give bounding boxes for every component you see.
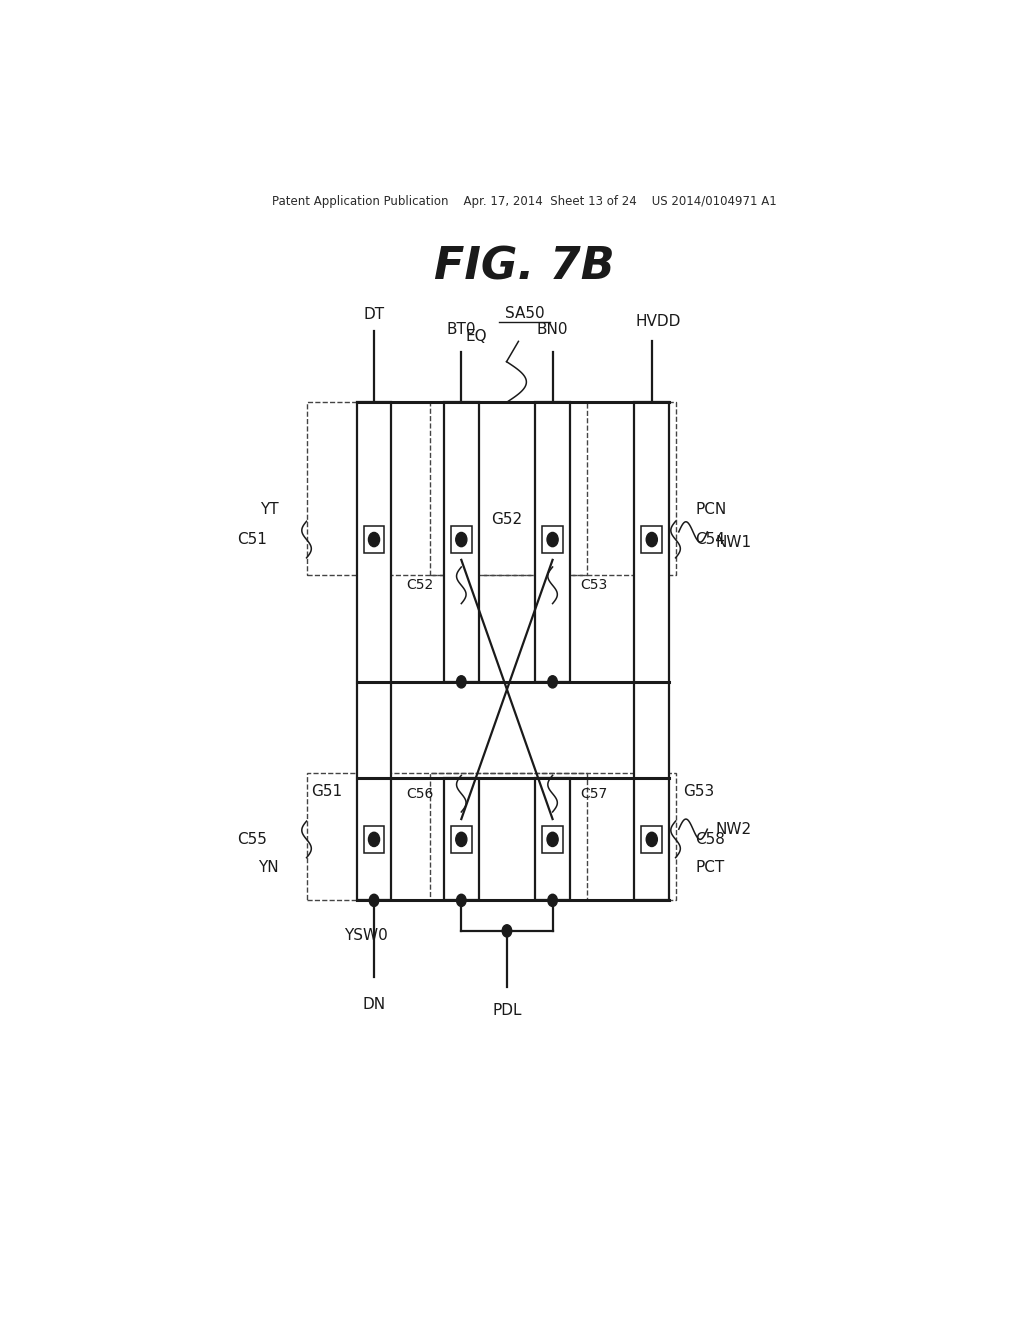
- Bar: [451, 527, 472, 553]
- Circle shape: [369, 833, 380, 846]
- Circle shape: [547, 532, 558, 546]
- Bar: [364, 527, 384, 553]
- Text: C56: C56: [407, 787, 433, 801]
- Circle shape: [370, 894, 379, 907]
- Bar: [634, 403, 670, 900]
- Bar: [364, 826, 384, 853]
- Text: BN0: BN0: [537, 322, 568, 337]
- Text: C53: C53: [581, 578, 607, 593]
- Text: PCT: PCT: [695, 861, 725, 875]
- Text: YSW0: YSW0: [344, 928, 388, 944]
- Text: YN: YN: [258, 861, 279, 875]
- Bar: [443, 779, 479, 900]
- Text: DN: DN: [362, 997, 386, 1011]
- Text: C54: C54: [695, 532, 725, 546]
- Text: C57: C57: [581, 787, 607, 801]
- Text: FIG. 7B: FIG. 7B: [434, 246, 615, 289]
- Bar: [430, 774, 587, 900]
- Text: PCN: PCN: [695, 502, 727, 516]
- Bar: [543, 527, 563, 553]
- Bar: [443, 403, 479, 682]
- Text: C52: C52: [407, 578, 433, 593]
- Circle shape: [646, 532, 657, 546]
- Text: HVDD: HVDD: [636, 314, 681, 329]
- Text: EQ: EQ: [465, 329, 486, 343]
- Circle shape: [548, 894, 557, 907]
- Circle shape: [456, 532, 467, 546]
- Text: G52: G52: [492, 512, 522, 527]
- Bar: [306, 774, 676, 900]
- Text: C51: C51: [237, 532, 267, 546]
- Text: C55: C55: [237, 832, 267, 847]
- Bar: [641, 527, 663, 553]
- Text: DT: DT: [364, 308, 385, 322]
- Bar: [536, 779, 570, 900]
- Circle shape: [456, 833, 467, 846]
- Circle shape: [457, 676, 466, 688]
- Bar: [306, 403, 676, 576]
- Circle shape: [369, 532, 380, 546]
- Text: YT: YT: [260, 502, 279, 516]
- Text: G51: G51: [311, 784, 342, 799]
- Bar: [641, 826, 663, 853]
- Circle shape: [548, 676, 557, 688]
- Text: BT0: BT0: [446, 322, 476, 337]
- Circle shape: [646, 833, 657, 846]
- Text: G53: G53: [684, 784, 715, 799]
- Text: C58: C58: [695, 832, 725, 847]
- Bar: [543, 826, 563, 853]
- Circle shape: [547, 833, 558, 846]
- Bar: [536, 403, 570, 682]
- Bar: [451, 826, 472, 853]
- Bar: [430, 403, 587, 576]
- Text: NW2: NW2: [715, 822, 752, 837]
- Text: Patent Application Publication    Apr. 17, 2014  Sheet 13 of 24    US 2014/01049: Patent Application Publication Apr. 17, …: [272, 194, 777, 207]
- Text: SA50: SA50: [505, 306, 545, 321]
- Bar: [356, 403, 391, 900]
- Circle shape: [457, 894, 466, 907]
- Text: NW1: NW1: [715, 535, 752, 549]
- Circle shape: [502, 925, 512, 937]
- Text: PDL: PDL: [493, 1003, 521, 1018]
